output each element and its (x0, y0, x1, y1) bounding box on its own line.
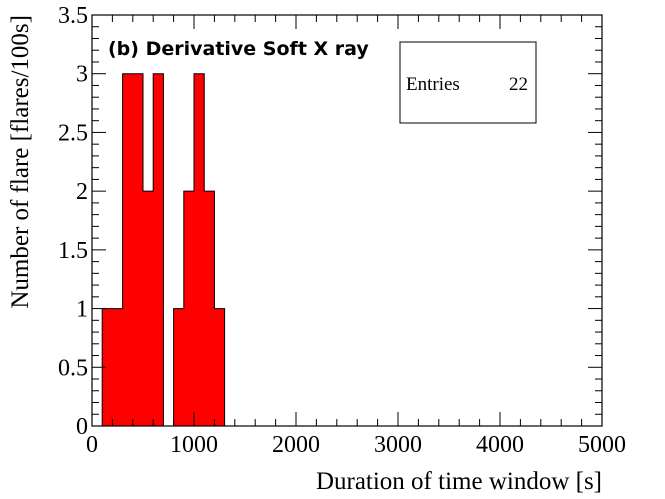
y-tick-label: 1.5 (58, 238, 88, 264)
plot-frame (91, 14, 603, 427)
y-tick-label: 3.5 (58, 3, 88, 29)
histogram-bar (173, 308, 185, 426)
y-tick-label: 1 (76, 297, 88, 323)
histogram-bar (122, 73, 134, 427)
chart-title: (b) Derivative Soft X ray (108, 38, 369, 60)
x-tick-label: 0 (86, 432, 98, 458)
stats-entries-label: Entries (406, 74, 460, 95)
y-tick-label: 3 (76, 62, 88, 88)
histogram-bar (183, 191, 195, 426)
stats-box: Entries 22 (399, 41, 537, 124)
x-tick-label: 3000 (374, 432, 422, 458)
histogram-bar (214, 308, 225, 426)
histogram-bar (153, 73, 164, 427)
histogram-bar (132, 73, 144, 427)
stats-entries-value: 22 (509, 74, 528, 95)
histogram-bar (102, 308, 113, 426)
histogram-bar (194, 73, 205, 427)
y-tick-labels: 0 0.5 1 1.5 2 2.5 3 3.5 (58, 3, 88, 440)
y-axis-label: Number of flare [flares/100s] (7, 15, 34, 309)
y-tick-label: 2 (76, 179, 88, 205)
histogram-bar (143, 191, 154, 426)
stats-box-frame (399, 41, 537, 124)
x-tick-label: 4000 (476, 432, 524, 458)
histogram-outline (101, 73, 164, 426)
histogram-bar (204, 191, 215, 426)
x-tick-label: 5000 (578, 432, 626, 458)
minor-ticks (92, 15, 602, 426)
histogram-outline (173, 73, 226, 426)
x-tick-labels: 0 1000 2000 3000 4000 5000 (86, 432, 626, 458)
y-tick-label: 0.5 (58, 355, 88, 381)
histogram-bar (112, 308, 123, 426)
x-tick-label: 2000 (272, 432, 320, 458)
y-tick-label: 2.5 (58, 120, 88, 146)
x-tick-label: 1000 (170, 432, 218, 458)
x-axis-label: Duration of time window [s] (316, 468, 602, 495)
y-tick-label: 0 (76, 414, 88, 440)
histogram-bars (101, 73, 226, 427)
